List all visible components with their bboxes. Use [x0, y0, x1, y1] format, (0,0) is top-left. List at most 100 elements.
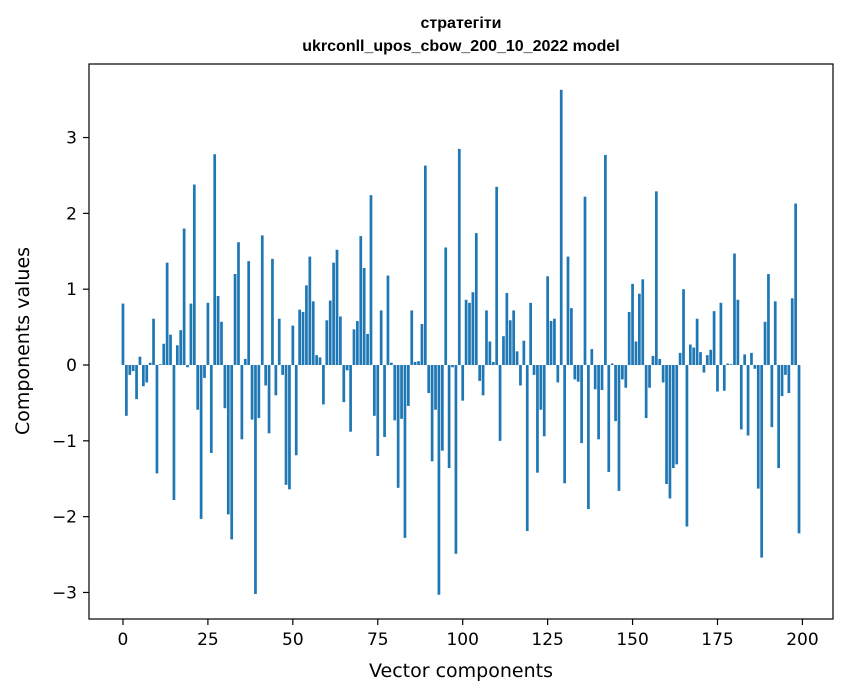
bar-77: [383, 365, 386, 438]
bar-45: [274, 365, 278, 396]
bar-2: [128, 365, 132, 375]
bar-167: [688, 344, 692, 365]
bar-112: [502, 336, 505, 365]
bar-101: [464, 299, 468, 365]
bar-86: [413, 361, 417, 365]
bar-10: [155, 365, 159, 474]
bar-85: [410, 310, 414, 365]
bar-81: [396, 365, 400, 488]
y-tick-label: 2: [66, 204, 77, 224]
bar-32: [230, 365, 234, 540]
y-tick-label: 1: [66, 280, 77, 300]
bar-0: [121, 303, 125, 365]
x-axis-label: Vector components: [369, 660, 553, 682]
bar-158: [658, 358, 662, 366]
bar-96: [447, 365, 451, 469]
bar-151: [634, 341, 638, 365]
bar-59: [322, 365, 325, 405]
chart-title-line-1: стратегіти: [421, 15, 502, 32]
bar-141: [600, 365, 604, 391]
bar-135: [580, 365, 583, 444]
x-tick-label: 75: [367, 630, 389, 650]
bar-26: [209, 365, 213, 453]
bar-189: [763, 321, 767, 366]
bar-193: [777, 365, 780, 469]
bar-182: [739, 365, 743, 430]
bar-192: [773, 301, 777, 366]
bar-103: [471, 292, 475, 366]
x-tick-label: 50: [282, 630, 304, 650]
bar-11: [158, 364, 162, 366]
y-tick-label: −2: [52, 508, 77, 528]
bar-106: [481, 365, 485, 396]
bar-122: [536, 365, 539, 473]
bar-157: [654, 191, 658, 366]
bar-55: [308, 256, 312, 365]
bar-1: [125, 365, 128, 416]
bar-35: [240, 365, 244, 440]
bar-49: [288, 365, 291, 490]
bar-180: [733, 253, 736, 365]
bar-67: [349, 365, 352, 432]
y-tick-label: −1: [52, 432, 77, 452]
bar-19: [186, 365, 189, 368]
bar-140: [597, 365, 600, 440]
bar-73: [369, 195, 373, 366]
bar-54: [305, 285, 308, 365]
bar-57: [315, 355, 318, 366]
bar-24: [203, 365, 206, 378]
bar-136: [583, 196, 587, 365]
bar-41: [260, 235, 264, 365]
bar-74: [373, 365, 376, 416]
bar-65: [342, 365, 346, 403]
bar-162: [671, 365, 675, 469]
bar-69: [356, 321, 359, 366]
bar-31: [226, 365, 230, 515]
bar-98: [454, 365, 458, 554]
bar-29: [220, 321, 223, 366]
bar-79: [390, 362, 393, 365]
bar-93: [437, 365, 441, 595]
bar-159: [661, 365, 665, 383]
bar-107: [485, 310, 488, 365]
y-axis-ticks: −3 −2 −1 0 1 2 3: [52, 129, 89, 603]
bar-178: [726, 363, 730, 366]
bar-94: [440, 365, 444, 451]
bar-179: [729, 364, 733, 366]
bar-190: [767, 274, 770, 365]
bar-109: [491, 361, 495, 365]
bar-155: [648, 365, 651, 388]
bar-99: [457, 148, 461, 366]
bar-195: [784, 365, 787, 375]
bar-23: [199, 365, 203, 519]
bar-102: [468, 302, 471, 365]
bar-25: [206, 302, 210, 365]
bar-147: [621, 365, 624, 380]
bar-175: [716, 365, 719, 392]
bar-43: [267, 365, 271, 434]
bar-116: [515, 351, 519, 366]
plot-frame: [88, 63, 834, 620]
bar-170: [699, 352, 702, 365]
bar-154: [644, 365, 648, 419]
bar-30: [223, 365, 227, 409]
bar-114: [508, 320, 512, 365]
bar-166: [685, 365, 689, 527]
bar-150: [631, 283, 634, 366]
bar-171: [702, 365, 706, 373]
bar-104: [474, 233, 478, 366]
bar-146: [617, 365, 621, 491]
bar-51: [294, 365, 298, 456]
bar-143: [607, 365, 611, 472]
bar-121: [532, 365, 536, 375]
bar-152: [638, 293, 641, 365]
bar-17: [179, 330, 183, 366]
x-tick-label: 100: [446, 630, 478, 650]
x-tick-label: 200: [786, 630, 818, 650]
bar-22: [196, 365, 200, 410]
bar-120: [529, 302, 532, 365]
bar-132: [570, 308, 573, 365]
bar-84: [406, 365, 410, 406]
bar-128: [556, 365, 560, 383]
bar-14: [169, 334, 172, 366]
